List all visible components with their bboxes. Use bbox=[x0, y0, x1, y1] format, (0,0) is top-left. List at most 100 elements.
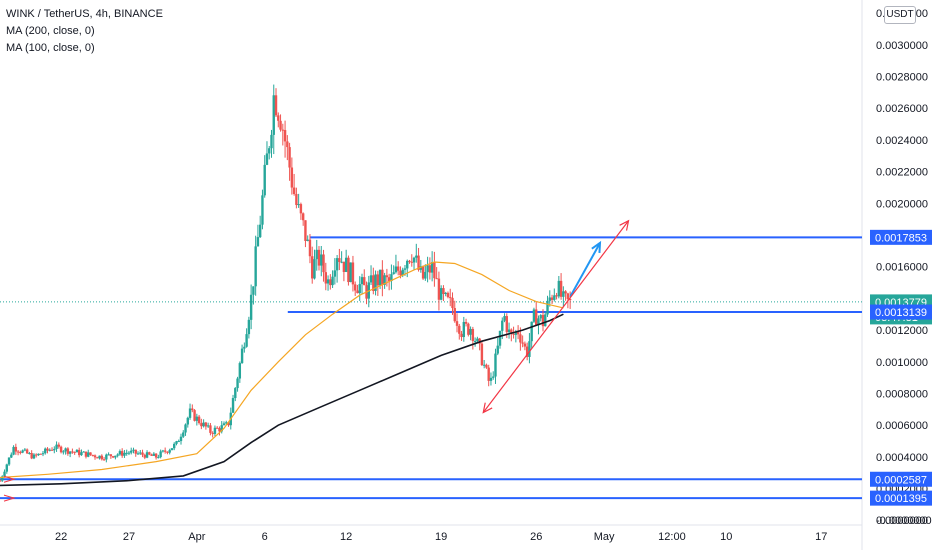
candle-body bbox=[263, 164, 266, 196]
candle-body bbox=[170, 448, 174, 451]
candle-body bbox=[424, 271, 427, 279]
candle-body bbox=[258, 224, 262, 238]
price-tag-label: 0.0002587 bbox=[875, 474, 927, 486]
candle-body bbox=[485, 364, 488, 368]
candle-body bbox=[290, 167, 294, 188]
candle-body bbox=[322, 254, 325, 273]
candle-body bbox=[5, 464, 8, 472]
candle-body bbox=[354, 284, 357, 291]
candle-body bbox=[127, 452, 131, 454]
candle-body bbox=[71, 451, 74, 453]
candle-body bbox=[100, 455, 104, 460]
candle-body bbox=[177, 441, 180, 443]
candle-body bbox=[19, 452, 22, 454]
support-trendline-arrowhead bbox=[619, 219, 630, 231]
candle-body bbox=[378, 269, 382, 286]
chart-legend: WINK / TetherUS, 4h, BINANCE MA (200, cl… bbox=[6, 6, 163, 57]
candle-body bbox=[89, 452, 92, 455]
candle-body bbox=[53, 448, 56, 451]
candle-body bbox=[82, 451, 85, 453]
candle-body bbox=[471, 328, 475, 342]
candle-body bbox=[301, 213, 305, 221]
candle-body bbox=[50, 449, 54, 451]
candle-body bbox=[394, 266, 398, 273]
candle-body bbox=[195, 416, 199, 421]
x-tick-label: Apr bbox=[188, 531, 205, 543]
candle-body bbox=[32, 454, 36, 459]
candle-body bbox=[299, 204, 303, 214]
candle-body bbox=[202, 422, 205, 427]
candle-body bbox=[510, 329, 513, 334]
candle-body bbox=[240, 348, 244, 364]
price-tag bbox=[870, 490, 932, 506]
candle-body bbox=[87, 452, 90, 457]
candle-body bbox=[419, 266, 423, 270]
candle-body bbox=[539, 315, 542, 319]
candle-body bbox=[3, 471, 6, 477]
candle-body bbox=[166, 451, 169, 453]
candle-body bbox=[30, 453, 33, 459]
candle-body bbox=[182, 432, 185, 437]
candle-body bbox=[161, 450, 165, 452]
candle-body bbox=[283, 130, 287, 142]
y-tick-label: 0.0030000 bbox=[876, 40, 928, 52]
candle-body bbox=[245, 334, 248, 347]
candle-body bbox=[236, 378, 239, 389]
candle-body bbox=[28, 453, 31, 455]
candle-body bbox=[528, 341, 531, 357]
x-tick-label: 10 bbox=[720, 531, 732, 543]
candle-body bbox=[231, 398, 235, 413]
candle-body bbox=[403, 268, 407, 270]
candle-body bbox=[225, 422, 228, 424]
candle-body bbox=[439, 288, 443, 300]
candle-body bbox=[249, 294, 253, 320]
candle-body bbox=[120, 451, 124, 456]
candle-body bbox=[462, 321, 466, 338]
candle-body bbox=[315, 249, 318, 260]
candle-body bbox=[188, 408, 192, 418]
candle-body bbox=[449, 297, 452, 299]
currency-badge[interactable]: USDT bbox=[884, 6, 916, 24]
edge-marker bbox=[3, 475, 16, 483]
candle-body bbox=[145, 452, 149, 458]
candle-body bbox=[191, 408, 194, 411]
y-tick-label: 0.0006000 bbox=[876, 420, 928, 432]
candle-body bbox=[478, 338, 481, 344]
candle-body bbox=[173, 443, 176, 449]
candle-body bbox=[21, 450, 24, 453]
candle-body bbox=[410, 261, 413, 263]
candle-body bbox=[489, 377, 493, 381]
candle-body bbox=[215, 427, 219, 429]
candle-body bbox=[252, 286, 255, 295]
candle-body bbox=[243, 346, 246, 349]
price-tag-label: 0.0001395 bbox=[875, 493, 927, 505]
candle-body bbox=[444, 292, 447, 295]
candle-body bbox=[532, 309, 536, 322]
x-tick-label: 19 bbox=[435, 531, 447, 543]
candle-body bbox=[163, 450, 167, 452]
price-tag bbox=[870, 229, 932, 245]
candle-body bbox=[98, 455, 101, 459]
candle-body bbox=[186, 417, 189, 425]
candle-body bbox=[501, 320, 504, 331]
candle-body bbox=[559, 280, 563, 297]
candle-body bbox=[118, 451, 122, 455]
y-tick-label: -0.0000000 bbox=[876, 515, 932, 527]
breakout-projection-arrowhead bbox=[591, 240, 602, 253]
candle-body bbox=[48, 449, 51, 451]
candle-body bbox=[159, 451, 162, 458]
candle-body bbox=[136, 453, 140, 455]
candle-body bbox=[496, 345, 499, 354]
candle-body bbox=[317, 249, 321, 266]
candle-body bbox=[297, 204, 300, 206]
candle-body bbox=[272, 95, 275, 135]
support-trendline-line bbox=[482, 220, 629, 413]
candle-body bbox=[562, 291, 565, 297]
candle-body bbox=[417, 255, 420, 270]
candle-body bbox=[525, 346, 529, 357]
candle-body bbox=[247, 319, 251, 335]
candle-body bbox=[102, 459, 106, 461]
candle-body bbox=[96, 457, 99, 459]
